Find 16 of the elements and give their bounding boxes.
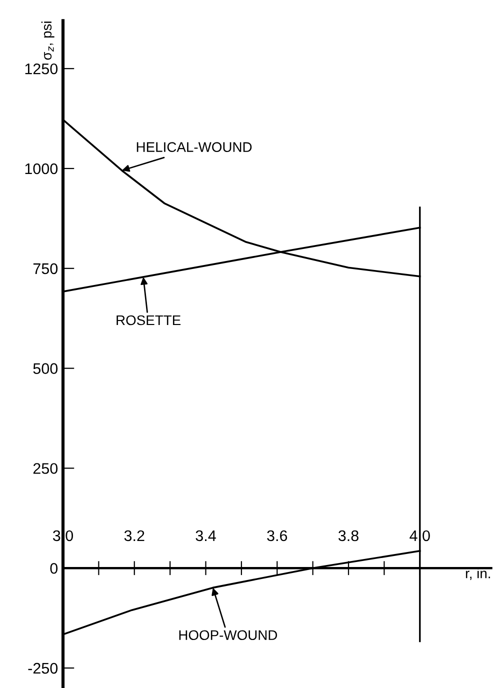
y-tick-label: 1250 bbox=[25, 63, 58, 74]
series-label: HELICAL-WOUND bbox=[136, 142, 252, 152]
y-tick-label: 500 bbox=[33, 363, 58, 374]
y-tick-label: 750 bbox=[33, 263, 58, 274]
x-tick-label: 3.6 bbox=[267, 530, 288, 542]
text: HOOP-WOUND bbox=[179, 630, 278, 640]
y-tick-label: 0 bbox=[50, 562, 58, 574]
x-axis-title: r, in. bbox=[466, 568, 490, 580]
y-tick-label: 1000 bbox=[25, 163, 58, 174]
y-axis-title: σ$_{z}$, psi bbox=[41, 22, 54, 60]
x-tick-label: 3.4 bbox=[196, 530, 216, 542]
x-tick-label: 3.8 bbox=[338, 530, 358, 542]
text: ROSETTE bbox=[116, 315, 181, 326]
x-tick-label: 3.2 bbox=[124, 530, 144, 542]
y-tick-label: 250 bbox=[33, 463, 58, 474]
y-tick-label: -250 bbox=[28, 662, 58, 674]
